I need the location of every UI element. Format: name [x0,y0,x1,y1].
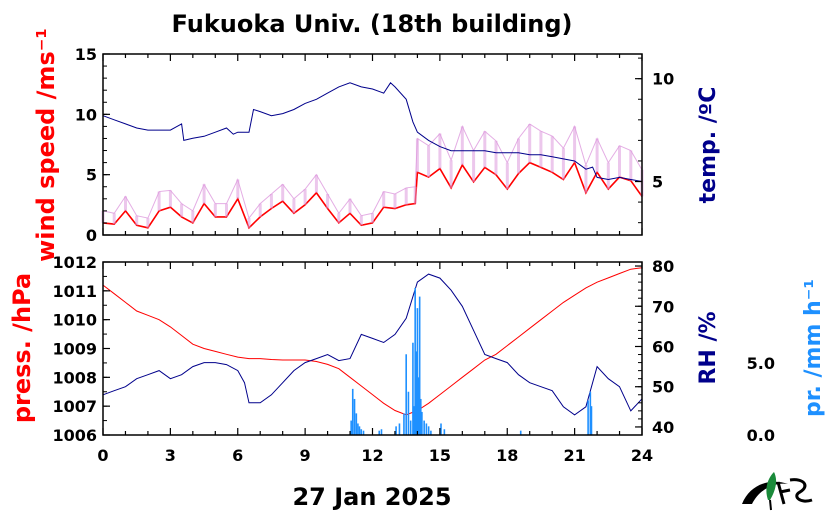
precip-bar [412,342,414,435]
precip-tick-label: 5.0 [747,354,775,373]
x-tick-label: 0 [97,446,108,465]
right-tick-label: 10 [652,70,674,89]
top-plot-area [101,82,644,230]
precip-bar [350,420,352,435]
left-tick-label: 1008 [52,368,97,387]
precip-bar [351,388,354,435]
bottom-plot-area [102,267,643,435]
precip-bar [417,377,420,435]
left-tick-label: 1007 [52,397,97,416]
precip-bar [355,413,358,435]
precip-bar [590,406,593,435]
precip-bar [353,398,356,435]
precip-bar [407,391,410,435]
precip-bar [440,423,442,435]
left-tick-label: 5 [86,166,97,185]
precip-bar [380,429,383,435]
right-tick-label: 60 [652,337,674,356]
x-tick-label: 21 [563,446,585,465]
gust-line [102,123,643,220]
precip-bar [357,423,359,435]
chart-title: Fukuoka Univ. (18th building) [172,10,573,38]
precip-tick-label: 0.0 [747,426,775,445]
precip-bar [416,308,419,435]
precip-bar [587,400,589,435]
precip-bar [405,354,407,435]
left-tick-label: 1009 [52,340,97,359]
temperature-axis-label: temp. /ºC [696,87,721,204]
top-panel: 0 5 10 15 5 10 wind speed /ms⁻¹ temp. /ºC [32,28,721,262]
precip-bar [443,429,446,435]
left-tick-label: 1012 [52,253,97,272]
left-tick-label: 0 [86,226,97,245]
bottom-ticks: 0 3 6 9 12 15 18 21 24 1006 1007 1008 1009 1010 1011 10… [52,253,775,465]
pressure-line [102,267,643,416]
wind-speed-line [102,160,643,230]
precipitation-axis-label: pr. /mm h⁻¹ [801,279,826,417]
precip-bar [418,296,421,435]
precip-bar [398,423,401,435]
precip-bar [421,411,423,435]
right-tick-label: 5 [652,173,663,192]
left-tick-label: 15 [75,45,97,64]
precip-bar [419,398,422,435]
precip-bar [403,413,405,435]
date-label: 27 Jan 2025 [292,483,451,511]
precip-bar [425,423,428,435]
left-tick-label: 10 [75,105,97,124]
x-tick-label: 12 [361,446,383,465]
left-tick-label: 1006 [52,426,97,445]
precip-bar [430,430,432,435]
precip-bar [378,430,381,435]
precip-bar [415,351,418,435]
top-ticks: 0 5 10 15 5 10 [75,45,675,245]
precip-bar [589,391,592,435]
precip-bar [409,420,412,435]
x-tick-label: 24 [631,446,653,465]
precip-bar [427,426,430,435]
precip-bar [395,426,397,435]
left-tick-label: 1011 [52,282,97,301]
precip-bar [423,420,425,435]
top-panel-frame [102,53,643,236]
x-tick-label: 3 [165,446,176,465]
wind-speed-axis-label: wind speed /ms⁻¹ [32,28,60,262]
precip-bar [358,426,361,435]
humidity-line [102,273,643,416]
right-tick-label: 80 [652,257,674,276]
institution-logo [742,472,813,511]
x-tick-label: 15 [429,446,451,465]
precip-bar [519,430,522,435]
temperature-line [102,82,643,182]
precip-bar [413,406,415,435]
precip-bar [414,287,416,435]
bottom-panel-frame [102,261,643,436]
precip-bar [360,429,363,435]
x-tick-label: 18 [496,446,518,465]
right-tick-label: 70 [652,297,674,316]
x-tick-label: 9 [300,446,311,465]
pressure-axis-label: press. /hPa [8,273,36,423]
bottom-panel: 0 3 6 9 12 15 18 21 24 1006 1007 1008 1009 1010 1011 10… [8,253,826,511]
x-tick-label: 6 [232,446,243,465]
left-tick-label: 1010 [52,311,97,330]
humidity-axis-label: RH /% [696,311,721,384]
precip-bar [362,430,365,435]
right-tick-label: 50 [652,378,674,397]
right-tick-label: 40 [652,418,674,437]
